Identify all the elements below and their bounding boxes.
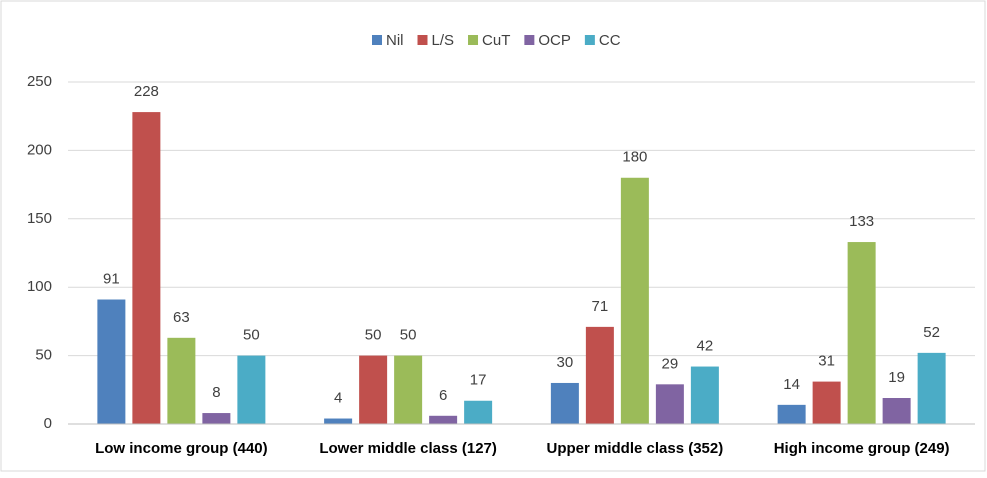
value-label: 180 (622, 149, 647, 166)
legend-swatch (372, 35, 382, 45)
value-label: 42 (697, 338, 714, 355)
value-label: 6 (439, 387, 447, 404)
value-label: 133 (849, 213, 874, 230)
value-label: 29 (662, 355, 679, 372)
value-label: 50 (365, 327, 382, 344)
y-tick-label: 0 (44, 415, 52, 432)
legend-label: CC (599, 32, 621, 49)
bar (167, 337, 196, 424)
bar (620, 177, 649, 424)
value-label: 4 (334, 389, 342, 406)
bar (359, 355, 388, 424)
legend-label: OCP (538, 32, 571, 49)
legend-swatch (524, 35, 535, 45)
y-tick-label: 50 (35, 347, 52, 364)
x-tick-label: Low income group (440) (95, 440, 268, 457)
value-label: 30 (557, 354, 574, 371)
value-label: 14 (783, 376, 800, 393)
bar (655, 384, 684, 424)
x-tick-label: High income group (249) (774, 440, 950, 457)
legend-label: L/S (432, 32, 455, 49)
bar (237, 355, 266, 424)
bar (132, 112, 161, 424)
value-label: 19 (888, 369, 905, 386)
value-label: 8 (212, 384, 220, 401)
value-label: 71 (592, 298, 609, 315)
y-tick-label: 200 (27, 141, 52, 158)
bar (324, 418, 353, 424)
legend-swatch (417, 35, 428, 45)
x-tick-label: Upper middle class (352) (547, 440, 724, 457)
value-label: 63 (173, 309, 190, 326)
bar (429, 415, 458, 424)
bar (777, 404, 806, 424)
bar (690, 366, 719, 424)
value-label: 52 (923, 324, 940, 341)
value-label: 31 (818, 353, 835, 370)
y-tick-label: 100 (27, 278, 52, 295)
bar (917, 352, 946, 424)
value-label: 17 (470, 372, 487, 389)
bar (882, 398, 911, 424)
legend-label: CuT (482, 32, 510, 49)
y-tick-label: 150 (27, 210, 52, 227)
value-label: 91 (103, 270, 120, 287)
bar (202, 413, 231, 424)
value-label: 228 (134, 83, 159, 100)
bar (585, 326, 614, 424)
value-label: 50 (400, 327, 417, 344)
legend-swatch (468, 35, 479, 45)
bar (97, 299, 126, 424)
y-tick-label: 250 (27, 73, 52, 90)
legend-label: Nil (386, 32, 404, 49)
bar (394, 355, 423, 424)
bar (550, 382, 579, 424)
x-tick-label: Lower middle class (127) (319, 440, 497, 457)
value-label: 50 (243, 327, 260, 344)
bar (847, 242, 876, 424)
bar (464, 400, 493, 424)
legend-swatch (584, 35, 595, 45)
bar (812, 381, 841, 424)
